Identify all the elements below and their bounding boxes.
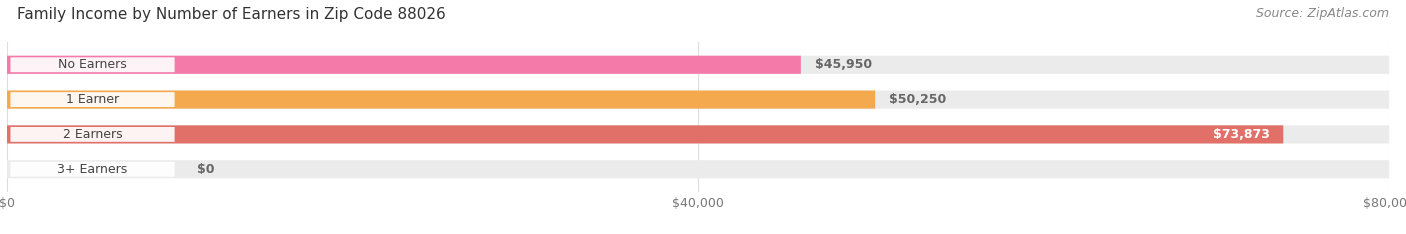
FancyBboxPatch shape — [7, 160, 1389, 178]
Text: 2 Earners: 2 Earners — [63, 128, 122, 141]
FancyBboxPatch shape — [10, 162, 174, 177]
Text: 3+ Earners: 3+ Earners — [58, 163, 128, 176]
Text: 1 Earner: 1 Earner — [66, 93, 120, 106]
Text: $45,950: $45,950 — [814, 58, 872, 71]
FancyBboxPatch shape — [10, 127, 174, 142]
FancyBboxPatch shape — [7, 91, 1389, 109]
FancyBboxPatch shape — [10, 57, 174, 72]
Text: $50,250: $50,250 — [889, 93, 946, 106]
Text: Family Income by Number of Earners in Zip Code 88026: Family Income by Number of Earners in Zi… — [17, 7, 446, 22]
FancyBboxPatch shape — [7, 125, 1284, 143]
Text: $0: $0 — [197, 163, 215, 176]
FancyBboxPatch shape — [7, 91, 875, 109]
FancyBboxPatch shape — [7, 56, 801, 74]
FancyBboxPatch shape — [7, 125, 1389, 143]
Text: Source: ZipAtlas.com: Source: ZipAtlas.com — [1256, 7, 1389, 20]
Text: No Earners: No Earners — [58, 58, 127, 71]
FancyBboxPatch shape — [7, 56, 1389, 74]
Text: $73,873: $73,873 — [1212, 128, 1270, 141]
FancyBboxPatch shape — [10, 92, 174, 107]
